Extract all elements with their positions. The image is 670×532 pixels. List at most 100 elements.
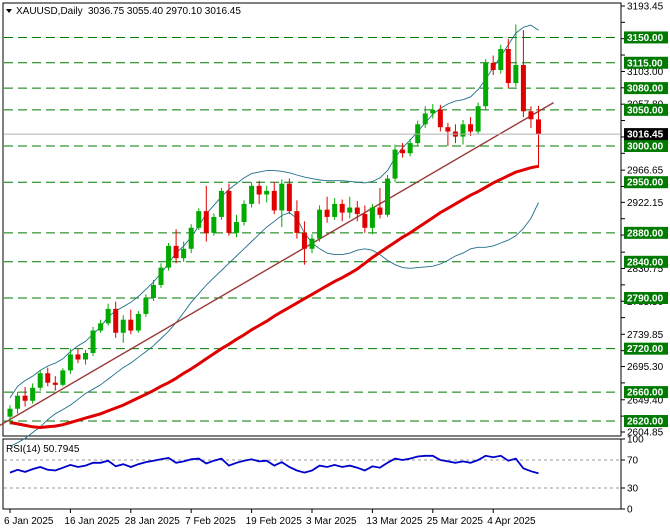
candle [75,348,81,364]
current-price-box [624,128,668,141]
candle [332,198,338,220]
candle [234,214,239,238]
candle-body [234,222,239,233]
candle-body [286,183,292,212]
candle-body [249,185,255,204]
candle-body [271,190,277,211]
candle-body [60,370,66,385]
candle [415,120,421,147]
candle [317,205,323,242]
level-label-box [624,342,668,355]
level-label-box [624,226,668,239]
candle-body [279,183,285,211]
candle-body [75,354,81,360]
candle-body [317,209,323,239]
candle-body [22,395,28,401]
level-label-box [624,386,668,399]
rsi-tick-label: 100 [627,435,644,446]
level-label-text: 2880.00 [627,228,664,239]
candle [226,183,232,236]
level-label-text: 3080.00 [627,84,664,95]
candle [15,392,21,414]
candle-body [400,149,406,154]
candle [90,326,96,356]
level-label-box [624,56,668,69]
bollinger-upper [9,24,539,399]
candle [249,182,255,208]
rsi-line [9,454,539,475]
candle [98,319,104,333]
symbol-title: XAUUSD,Daily [16,6,83,17]
candle [218,187,224,220]
level-label-text: 2620.00 [627,417,664,428]
candle [286,178,292,215]
candle-body [407,143,413,154]
candle [536,105,541,168]
candle [528,106,534,128]
candle [203,185,209,242]
candle-body [347,207,353,213]
candle-body [369,207,375,228]
candle [347,196,353,219]
candle-body [203,211,209,233]
time-tick-label: 4 Apr 2025 [487,516,536,527]
candle-body [483,62,489,107]
dropdown-triangle-icon[interactable] [6,9,12,13]
bollinger-bands [9,24,539,447]
candle-body [181,248,187,259]
time-tick-label: 3 Mar 2025 [306,516,357,527]
candle [67,348,73,374]
candle [264,185,270,203]
rsi-indicator: 100 70 30 0 [4,435,644,516]
candle-body [30,387,36,401]
candle [354,201,360,222]
price-tick-label: 2649.40 [627,395,664,406]
level-label-box [624,31,668,44]
price-tick-label: 2830.75 [627,264,664,275]
candle-body [83,353,88,360]
candle [385,174,390,217]
time-tick-label: 6 Jan 2025 [4,516,54,527]
candle [437,104,443,132]
candle-body [196,211,202,228]
price-tick-label: 2922.15 [627,198,664,209]
level-label-text: 2950.00 [627,178,664,189]
bollinger-lower [9,202,539,447]
candle [377,187,383,219]
candle-body [437,109,443,128]
time-tick-label: 16 Jan 2025 [64,516,119,527]
time-tick-label: 7 Feb 2025 [185,516,236,527]
candle-body [166,245,172,268]
candle [369,203,375,235]
candle-body [15,395,21,409]
candle [211,213,217,236]
candle-body [309,238,315,249]
candle-body [120,319,126,333]
candle-body [528,111,534,120]
candle-body [264,190,270,195]
candle-body [188,227,194,249]
candle [113,301,119,338]
candle-body [135,313,141,331]
level-label-text: 3115.00 [627,58,663,69]
time-tick-label: 28 Jan 2025 [125,516,180,527]
candle-body [520,64,526,112]
candle-body [98,323,104,331]
trendline [0,101,554,427]
candle-body [67,354,73,371]
price-tick-label: 2604.85 [627,428,664,439]
candle [128,309,134,335]
trendline-segment [0,101,554,427]
candle-body [211,216,217,233]
candle-body [173,245,179,259]
candle [490,55,496,76]
candle [241,200,247,226]
candle [498,44,504,74]
candle [475,102,481,135]
candle [120,315,126,343]
candle-body [37,373,43,388]
level-label-text: 2790.00 [627,293,664,304]
candle [45,367,51,387]
candle [362,205,368,233]
